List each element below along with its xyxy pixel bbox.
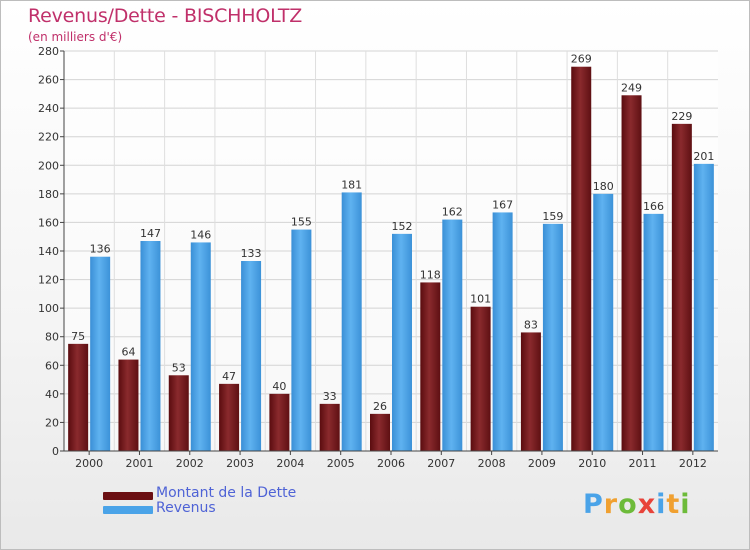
bar-debt-2009 [520,332,541,451]
bar-debt-2002 [168,375,189,451]
data-label-debt-2007: 118 [420,268,441,281]
data-label-revenue-2011: 166 [643,200,664,213]
y-tick-label: 240 [38,102,59,115]
legend-label-debt: Montant de la Dette [156,485,297,501]
x-tick-label-2011: 2011 [629,457,657,470]
bar-debt-2006 [370,413,390,451]
data-label-debt-2001: 64 [121,346,135,359]
bar-revenue-2010 [593,193,614,451]
bar-debt-2003 [219,383,240,451]
bar-revenue-2008 [492,212,513,451]
data-label-revenue-2007: 162 [442,206,463,219]
chart-subtitle: (en milliers d'€) [28,30,123,44]
bar-revenue-2009 [542,223,563,451]
legend-swatch-revenue [103,506,153,514]
logo-letter: r [603,489,619,520]
bar-revenue-2012 [693,163,714,451]
logo-letter: o [618,489,638,520]
data-label-revenue-2004: 155 [291,216,312,229]
logo-letter: P [583,489,604,520]
x-tick-label-2003: 2003 [226,457,254,470]
x-tick-label-2000: 2000 [75,457,103,470]
data-label-debt-2000: 75 [71,330,85,343]
data-label-revenue-2006: 152 [392,220,413,233]
y-tick-label: 40 [45,388,59,401]
data-label-debt-2002: 53 [172,361,186,374]
bar-debt-2000 [68,343,89,451]
y-tick-label: 260 [38,74,59,87]
data-label-debt-2006: 26 [373,400,387,413]
x-tick-label-2010: 2010 [578,457,606,470]
y-tick-label: 280 [38,45,59,58]
logo-letter: t [666,489,681,520]
y-tick-label: 0 [52,445,59,458]
bar-revenue-2006 [392,233,412,451]
bar-revenue-2004 [291,229,312,451]
y-tick-label: 60 [45,359,59,372]
bar-debt-2001 [118,359,139,451]
x-tick-label-2007: 2007 [427,457,455,470]
data-label-revenue-2009: 159 [542,210,563,223]
data-label-revenue-2003: 133 [241,247,262,260]
logo-letter: i [680,489,691,520]
data-label-revenue-2010: 180 [593,180,614,193]
x-tick-label-2008: 2008 [478,457,506,470]
x-tick-label-2012: 2012 [679,457,707,470]
bar-debt-2005 [319,403,340,451]
y-tick-label: 160 [38,216,59,229]
bar-revenue-2005 [341,192,362,451]
proxiti-logo: Proxiti [583,489,691,520]
bar-revenue-2000 [90,256,111,451]
data-label-revenue-2012: 201 [693,150,714,163]
data-label-debt-2005: 33 [323,390,337,403]
x-tick-label-2004: 2004 [276,457,304,470]
y-tick-label: 200 [38,159,59,172]
x-tick-label-2006: 2006 [377,457,405,470]
y-tick-label: 140 [38,245,59,258]
x-tick-label-2009: 2009 [528,457,556,470]
data-label-revenue-2005: 181 [341,178,362,191]
y-tick-label: 20 [45,416,59,429]
bar-debt-2010 [571,66,592,451]
chart-title: Revenus/Dette - BISCHHOLTZ [28,5,303,27]
legend-swatch-debt [103,492,153,500]
x-tick-label-2002: 2002 [176,457,204,470]
data-label-revenue-2000: 136 [90,243,111,256]
bar-revenue-2002 [190,242,211,451]
data-label-debt-2004: 40 [272,380,286,393]
bar-revenue-2001 [140,241,161,451]
bar-revenue-2003 [241,261,262,451]
y-tick-label: 100 [38,302,59,315]
bar-debt-2012 [671,123,692,451]
data-label-debt-2011: 249 [621,81,642,94]
data-label-debt-2010: 269 [571,53,592,66]
y-tick-label: 120 [38,274,59,287]
legend-label-revenue: Revenus [156,500,216,516]
bar-debt-2004 [269,393,290,451]
bar-debt-2011 [621,95,642,452]
bar-debt-2007 [420,282,441,451]
data-label-debt-2003: 47 [222,370,236,383]
data-label-debt-2009: 83 [524,318,538,331]
logo-letter: x [637,489,657,520]
logo-letter: i [656,489,667,520]
x-tick-label-2005: 2005 [327,457,355,470]
data-label-revenue-2008: 167 [492,198,513,211]
data-label-debt-2012: 229 [671,110,692,123]
x-tick-label-2001: 2001 [125,457,153,470]
data-label-revenue-2002: 146 [190,228,211,241]
y-tick-label: 220 [38,131,59,144]
y-tick-label: 80 [45,331,59,344]
y-tick-label: 180 [38,188,59,201]
data-label-debt-2008: 101 [470,293,491,306]
bar-revenue-2011 [643,213,664,451]
bar-debt-2008 [470,306,491,451]
bar-revenue-2007 [442,219,463,451]
data-label-revenue-2001: 147 [140,227,161,240]
